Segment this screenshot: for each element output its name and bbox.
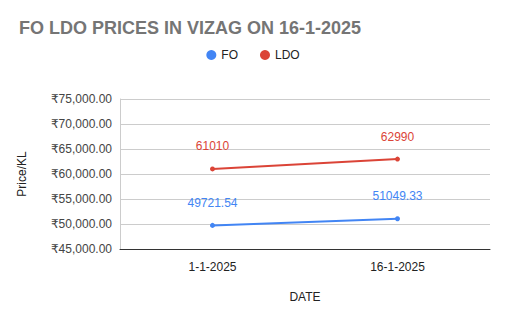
svg-text:DATE: DATE xyxy=(289,290,320,304)
svg-text:₹75,000.00: ₹75,000.00 xyxy=(51,92,112,106)
svg-text:FO: FO xyxy=(221,48,238,62)
svg-text:51049.33: 51049.33 xyxy=(372,189,422,203)
svg-text:₹60,000.00: ₹60,000.00 xyxy=(51,167,112,181)
svg-text:₹45,000.00: ₹45,000.00 xyxy=(51,242,112,256)
svg-text:62990: 62990 xyxy=(381,130,415,144)
svg-text:FO LDO PRICES IN VIZAG ON 16-1: FO LDO PRICES IN VIZAG ON 16-1-2025 xyxy=(19,18,361,38)
svg-text:₹55,000.00: ₹55,000.00 xyxy=(51,192,112,206)
svg-text:₹50,000.00: ₹50,000.00 xyxy=(51,217,112,231)
svg-text:Price/KL: Price/KL xyxy=(15,151,29,197)
svg-text:1-1-2025: 1-1-2025 xyxy=(188,260,236,274)
svg-text:₹65,000.00: ₹65,000.00 xyxy=(51,142,112,156)
svg-text:49721.54: 49721.54 xyxy=(187,196,237,210)
svg-text:61010: 61010 xyxy=(196,139,230,153)
svg-text:LDO: LDO xyxy=(275,48,300,62)
svg-text:₹70,000.00: ₹70,000.00 xyxy=(51,117,112,131)
svg-text:16-1-2025: 16-1-2025 xyxy=(370,260,425,274)
